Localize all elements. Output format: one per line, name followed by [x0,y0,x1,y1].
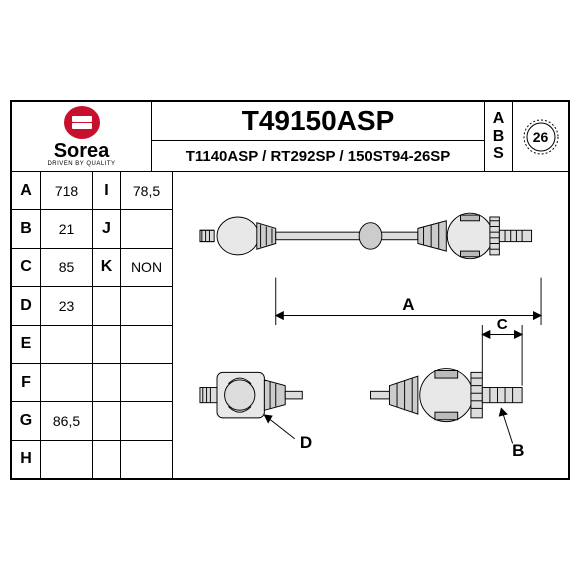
spec-col-key-left: A B C D E F G H [12,172,40,478]
spec-key: I [93,172,120,210]
spec-val: 21 [41,210,92,248]
spec-empty [121,402,172,440]
spec-empty [93,287,120,325]
abs-label: A B S [484,102,512,171]
part-number-main: T49150ASP [152,102,484,141]
brand-name: Sorea [54,141,110,161]
dim-label-c: C [497,316,508,333]
spec-key: G [12,402,40,440]
spec-key: E [12,326,40,364]
spec-key: J [93,210,120,248]
spec-empty [93,364,120,402]
spec-col-val-right: 78,5 NON [120,172,172,478]
brand-logo-cell: Sorea DRIVEN BY QUALITY [12,102,152,171]
title-block: T49150ASP T1140ASP / RT292SP / 150ST94-2… [152,102,484,171]
spec-key: F [12,364,40,402]
part-number-sub: T1140ASP / RT292SP / 150ST94-26SP [152,141,484,171]
spec-val: 78,5 [121,172,172,210]
spec-empty [121,287,172,325]
spec-col-val-left: 718 21 85 23 86,5 [40,172,92,478]
spec-empty [121,326,172,364]
spec-empty [121,441,172,478]
spec-empty [93,326,120,364]
gear-teeth-block: 26 [512,102,568,171]
spec-val: NON [121,249,172,287]
spec-val: 718 [41,172,92,210]
driveshaft-diagram: A D [181,180,560,470]
spec-val [121,210,172,248]
brand-logo-icon [64,106,100,139]
spec-val [41,441,92,478]
body: A B C D E F G H 718 21 85 23 86,5 I [12,172,568,478]
spec-key: D [12,287,40,325]
spec-val: 23 [41,287,92,325]
spec-sheet: Sorea DRIVEN BY QUALITY T49150ASP T1140A… [10,100,570,480]
brand-tagline: DRIVEN BY QUALITY [47,161,115,167]
header: Sorea DRIVEN BY QUALITY T49150ASP T1140A… [12,102,568,172]
spec-val [41,326,92,364]
spec-table: A B C D E F G H 718 21 85 23 86,5 I [12,172,173,478]
dim-label-d: D [300,433,312,452]
spec-key: A [12,172,40,210]
dim-label-a: A [402,295,414,314]
spec-val [41,364,92,402]
spec-col-key-right: I J K [92,172,120,478]
spec-key: K [93,249,120,287]
spec-key: H [12,441,40,478]
spec-empty [121,364,172,402]
diagram-area: A D [173,172,568,478]
spec-val: 86,5 [41,402,92,440]
spec-val: 85 [41,249,92,287]
spec-key: B [12,210,40,248]
dim-label-b: B [512,441,524,460]
spec-empty [93,402,120,440]
spec-key: C [12,249,40,287]
gear-icon: 26 [519,115,563,159]
spec-empty [93,441,120,478]
